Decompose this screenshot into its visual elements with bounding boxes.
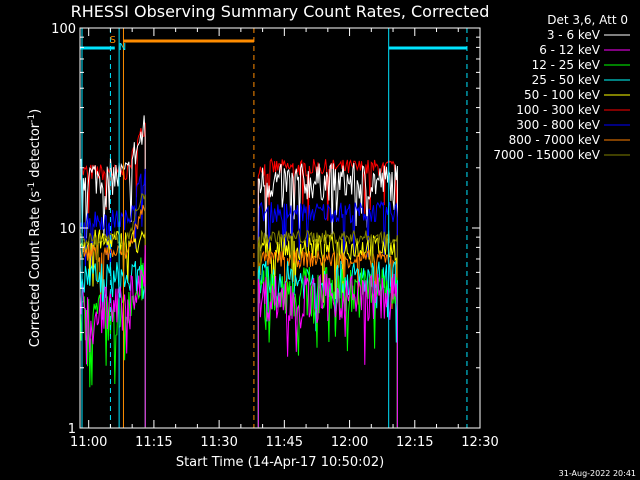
y-tick-label: 100 (51, 22, 76, 37)
x-tick-label: 11:00 (70, 435, 107, 450)
series-trace (79, 193, 146, 428)
plot-data (79, 115, 398, 428)
x-tick-label: 11:15 (135, 435, 172, 450)
series-trace (79, 115, 146, 428)
series-trace (79, 261, 146, 428)
saa-flag-label: S (110, 35, 116, 46)
chart-title: RHESSI Observing Summary Count Rates, Co… (71, 2, 490, 21)
series-trace (79, 245, 146, 428)
legend-entry-label: 300 - 800 keV (516, 118, 600, 132)
x-axis-label: Start Time (14-Apr-17 10:50:02) (176, 455, 384, 470)
series-trace (257, 273, 398, 428)
series-trace (257, 229, 398, 428)
series-trace (79, 229, 146, 428)
footer-timestamp: 31-Aug-2022 20:41 (559, 469, 636, 478)
series-trace (257, 200, 398, 428)
y-tick-label: 1 (68, 422, 76, 437)
legend-entry-label: 6 - 12 keV (539, 43, 601, 57)
x-tick-label: 12:00 (331, 435, 368, 450)
legend-entry-label: 25 - 50 keV (532, 73, 601, 87)
x-tick-label: 12:15 (396, 435, 433, 450)
y-axis-label: Corrected Count Rate (s-1 detector-1) (27, 109, 43, 347)
series-trace (257, 162, 398, 428)
night-flag-label: N (119, 42, 126, 53)
plot-frame (79, 27, 481, 429)
legend-header: Det 3,6, Att 0 (547, 13, 628, 27)
legend-entry-label: 100 - 300 keV (516, 103, 600, 117)
x-tick-label: 11:45 (266, 435, 303, 450)
legend-entry-label: 7000 - 15000 keV (493, 148, 600, 162)
x-tick-label: 12:30 (461, 435, 498, 450)
series-trace (79, 204, 146, 428)
x-tick-label: 11:30 (200, 435, 237, 450)
series-trace (257, 157, 398, 428)
flag-markers: SN (80, 28, 468, 428)
axes: 11:00 11:15 11:30 11:45 12:00 12:15 12:30 1 10 10… (51, 22, 499, 450)
legend-entry-label: 12 - 25 keV (532, 58, 601, 72)
legend-entry-label: 800 - 7000 keV (509, 133, 601, 147)
series-trace (257, 249, 398, 428)
legend-entry-label: 50 - 100 keV (524, 88, 601, 102)
y-tick-label: 10 (59, 222, 76, 237)
series-trace (79, 168, 146, 428)
legend-entry-label: 3 - 6 keV (547, 28, 601, 42)
